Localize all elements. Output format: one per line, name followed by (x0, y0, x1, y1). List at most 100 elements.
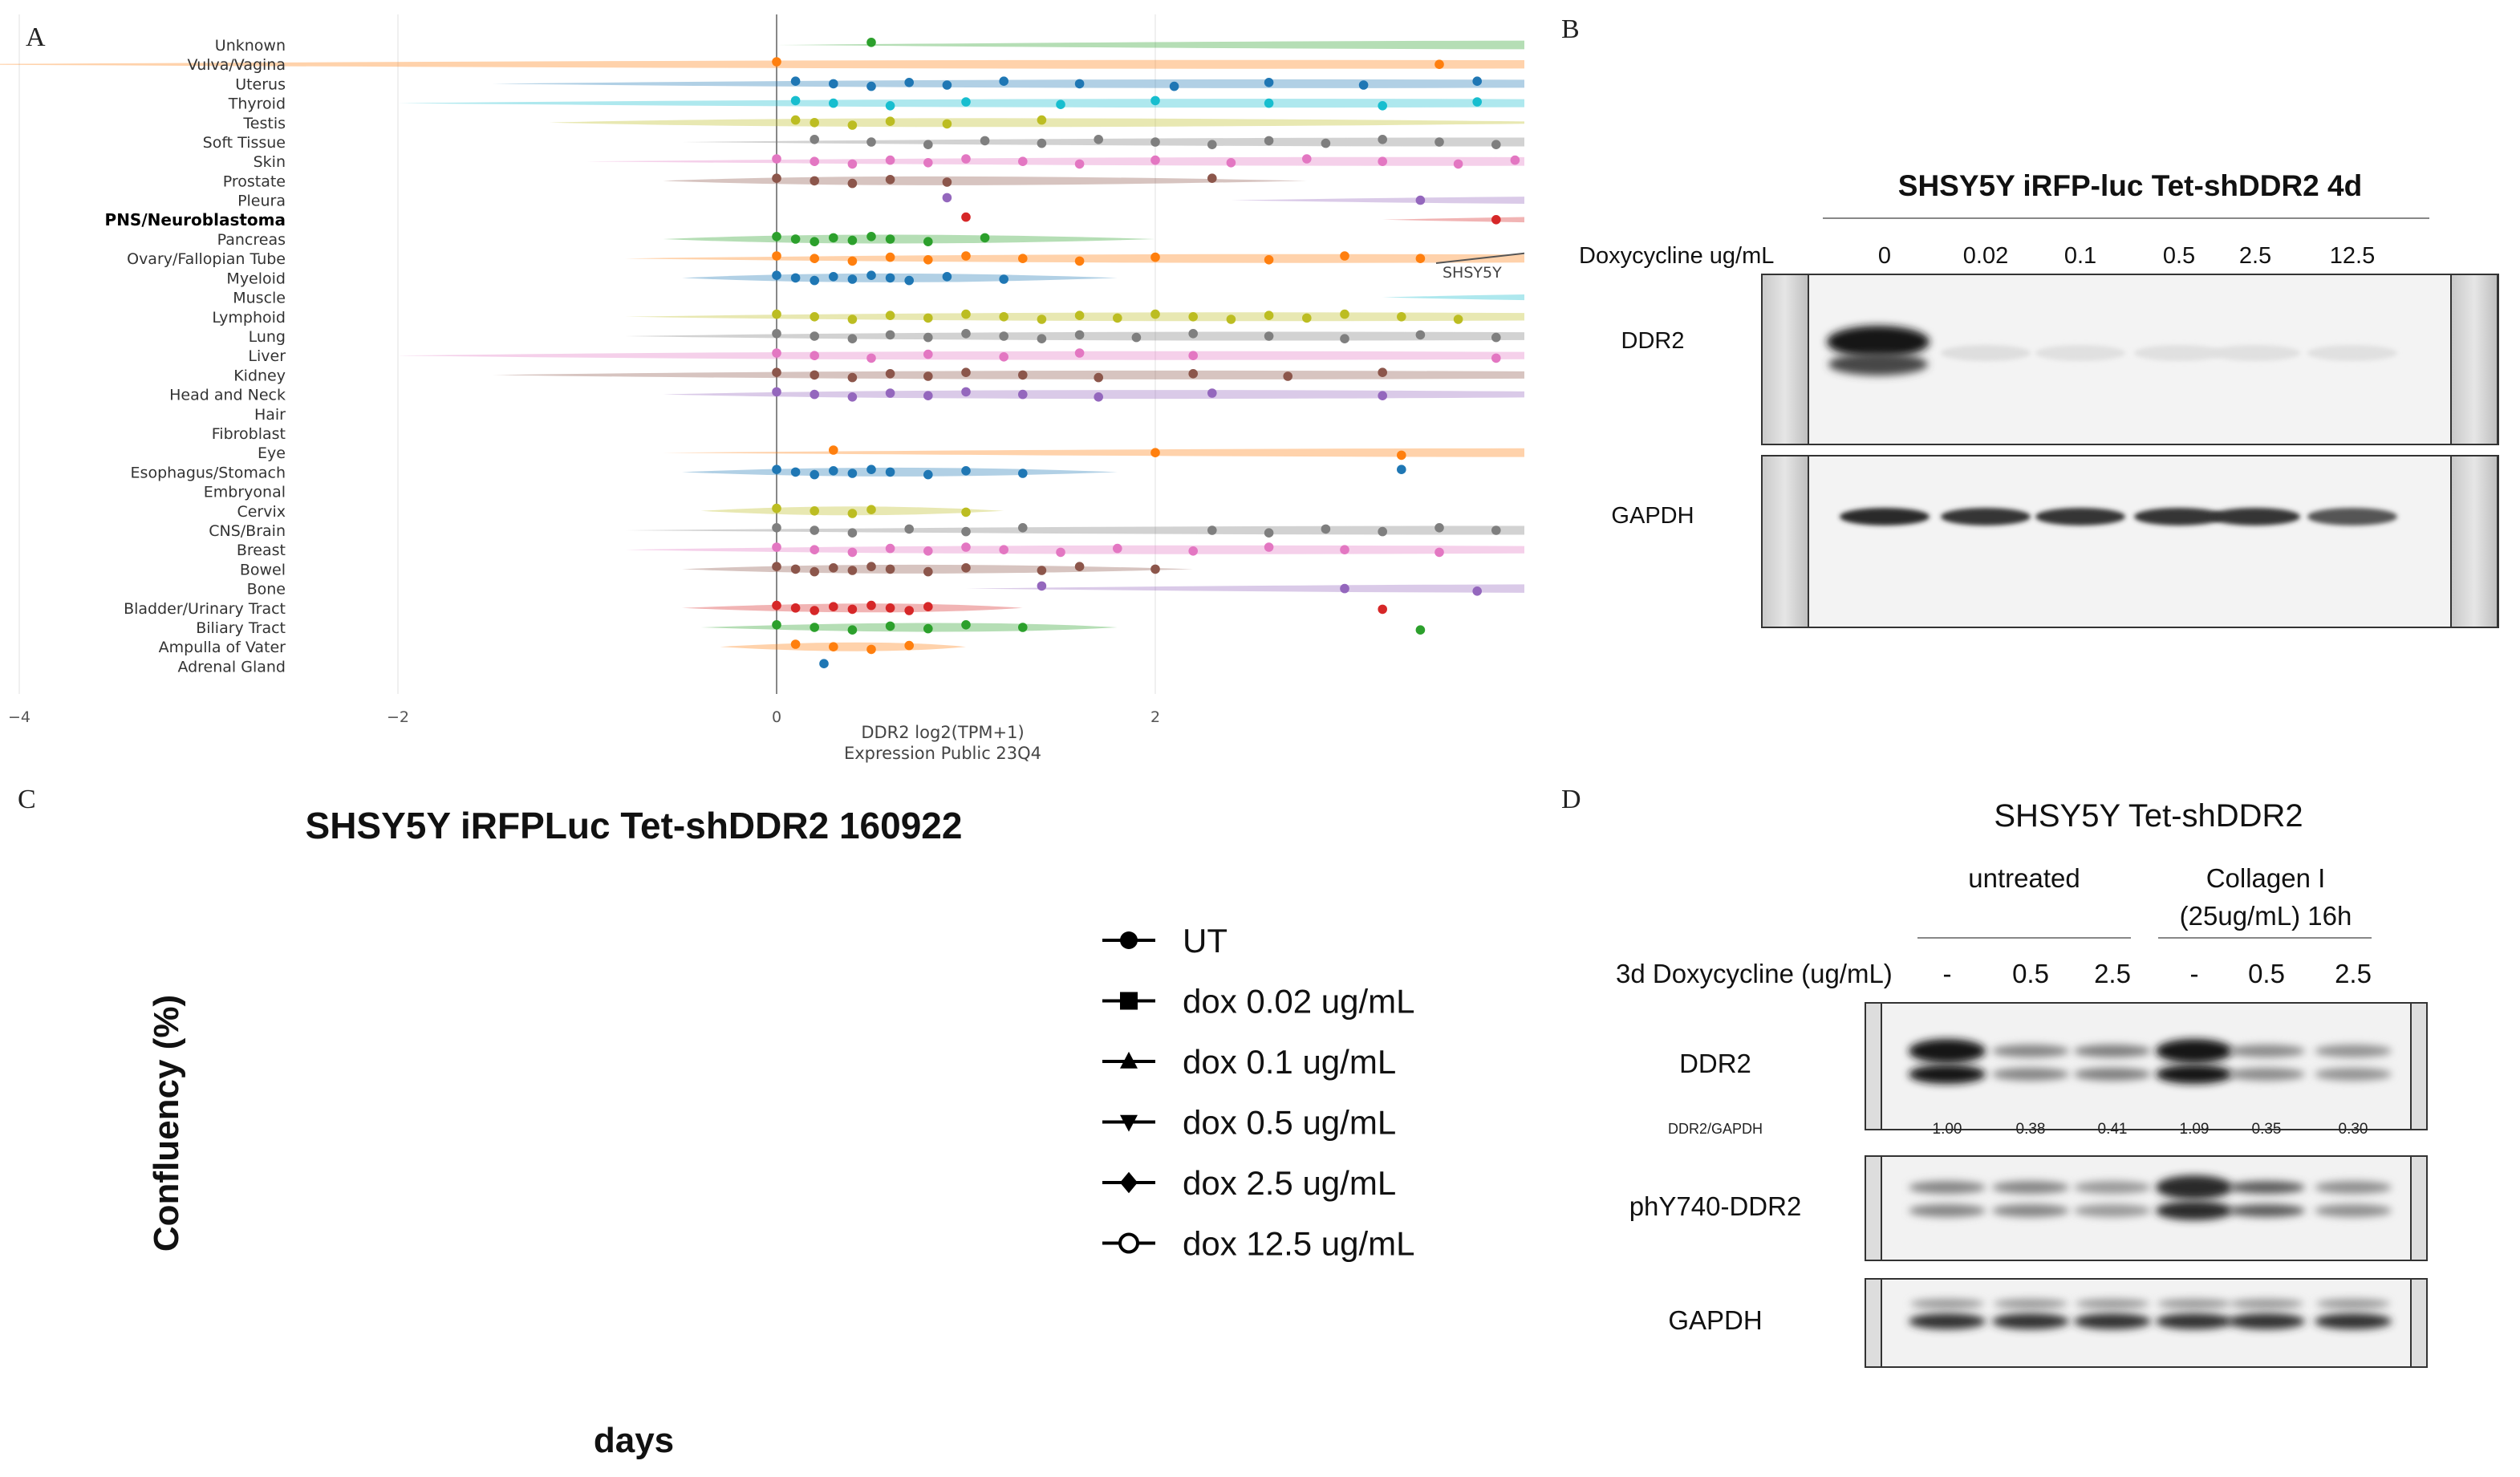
blot-label: GAPDH (1668, 1305, 1762, 1335)
data-point (810, 331, 819, 341)
data-point (923, 349, 933, 359)
data-point (885, 369, 895, 379)
category-label: Pleura (237, 193, 286, 210)
category-label: Soft Tissue (203, 134, 286, 152)
data-point (810, 370, 819, 380)
shsy5y-annotation: SHSY5Y (1443, 264, 1502, 282)
dose-label: 0.5 (2163, 243, 2195, 269)
panel-c-title: SHSY5Y iRFPLuc Tet-shDDR2 160922 (306, 805, 963, 846)
dose-label: 2.5 (2335, 959, 2372, 988)
data-point (1056, 99, 1065, 109)
violin (625, 312, 1524, 322)
ladder-strip (1865, 1278, 1882, 1368)
marker (1118, 1232, 1139, 1254)
data-point (1150, 137, 1160, 147)
panel-a-points (772, 38, 1520, 668)
blot-label: phY740-DDR2 (1629, 1191, 1802, 1221)
data-point (829, 466, 838, 476)
data-point (961, 212, 971, 222)
category-label: Biliary Tract (196, 619, 286, 637)
blot-band (1910, 1299, 1984, 1309)
blot-band (2157, 1299, 2231, 1309)
marker (1120, 1171, 1138, 1194)
legend-label: dox 0.1 ug/mL (1183, 1043, 1396, 1081)
data-point (923, 546, 933, 556)
violin (682, 564, 1194, 574)
data-point (923, 140, 933, 149)
data-point (1056, 547, 1065, 558)
data-point (923, 371, 933, 381)
panel-letter-b: B (1561, 14, 1580, 44)
data-point (772, 367, 781, 378)
data-point (1378, 135, 1387, 144)
blot-band (1909, 1181, 1986, 1194)
data-point (847, 256, 858, 266)
data-point (1397, 465, 1406, 474)
violin (625, 525, 1524, 535)
data-point (1340, 309, 1349, 319)
panel-d-western-blot: SHSY5Y Tet-shDDR2 untreated Collagen I (… (1616, 798, 2428, 1368)
data-point (904, 275, 914, 286)
blot-label: GAPDH (1611, 503, 1694, 529)
data-point (1074, 562, 1085, 571)
data-point (904, 78, 914, 87)
category-label: Hair (254, 406, 286, 424)
data-point (923, 313, 933, 323)
blot-band (1994, 1299, 2068, 1309)
data-point (1415, 195, 1426, 205)
category-label: Fibroblast (212, 425, 286, 443)
data-point (961, 309, 971, 319)
data-point (829, 79, 838, 89)
data-point (999, 352, 1008, 362)
category-label: Testis (242, 115, 286, 132)
category-label: Liver (248, 347, 286, 365)
blot-band (1992, 1204, 2069, 1217)
panel-d-ratios: 1.00 0.38 0.41 1.09 0.35 0.30 (1933, 1121, 2368, 1138)
ladder-strip (1865, 1155, 1882, 1261)
data-point (961, 329, 971, 339)
legend-label: dox 0.5 ug/mL (1183, 1104, 1396, 1142)
dose-label: 0.5 (2248, 959, 2285, 988)
data-point (819, 659, 829, 668)
data-point (885, 467, 895, 477)
data-point (810, 469, 819, 480)
ratio-value: 1.00 (1933, 1121, 1962, 1138)
blot-band (2210, 345, 2300, 361)
blot-band (2156, 1175, 2233, 1199)
data-point (1037, 314, 1047, 324)
violin (700, 623, 1118, 632)
data-point (810, 389, 819, 400)
data-point (1491, 353, 1501, 363)
violin (663, 390, 1524, 400)
data-point (885, 388, 895, 398)
data-point (790, 273, 801, 283)
data-point (961, 620, 971, 630)
data-point (1321, 524, 1331, 534)
data-point (923, 332, 933, 343)
legend-label: UT (1183, 922, 1228, 960)
blot-band (2074, 1204, 2151, 1217)
data-point (999, 274, 1008, 284)
data-point (772, 270, 781, 281)
category-label: Adrenal Gland (177, 658, 286, 676)
data-point (1018, 370, 1028, 380)
data-point (961, 542, 971, 552)
panel-b-dose-labels: 0 0.02 0.1 0.5 2.5 12.5 (1878, 243, 2375, 269)
data-point (810, 118, 819, 128)
data-point (1074, 256, 1085, 266)
violin (549, 118, 1524, 128)
data-point (847, 334, 858, 344)
data-point (1018, 469, 1028, 478)
data-point (810, 623, 819, 632)
data-point (1264, 98, 1274, 108)
data-point (829, 233, 838, 243)
category-label: Eye (258, 444, 286, 462)
panel-b-western-blot: SHSY5Y iRFP-luc Tet-shDDR2 4d Doxycyclin… (1579, 169, 2499, 628)
data-point (1074, 79, 1085, 89)
data-point (1037, 115, 1047, 125)
ratio-value: 0.30 (2339, 1121, 2368, 1138)
data-point (885, 330, 895, 340)
category-label: Cervix (237, 503, 286, 521)
data-point (790, 603, 801, 613)
data-point (866, 137, 876, 147)
